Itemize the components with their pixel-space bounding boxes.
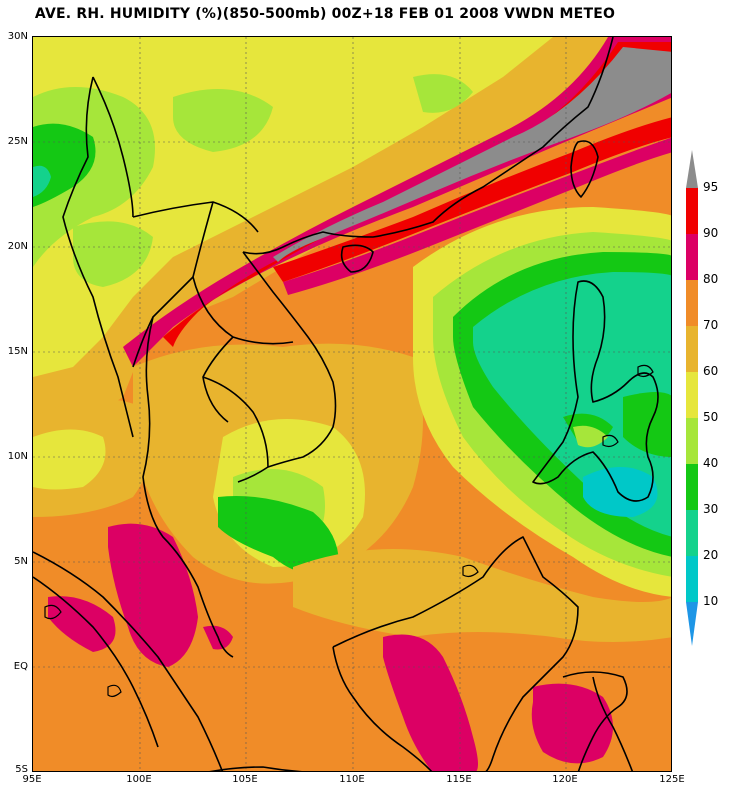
- colorbar-90-95: [686, 188, 698, 234]
- x-tick-100e: 100E: [126, 774, 152, 785]
- colorbar-label-70: 70: [703, 318, 719, 332]
- field-20-30-northwest: [33, 165, 51, 197]
- colorbar-label-80: 80: [703, 272, 719, 286]
- field-80-90-borneo: [383, 634, 478, 771]
- field-80-90-lower: [283, 137, 671, 295]
- colorbar-40-50: [686, 418, 698, 464]
- y-tick-20n: 20N: [7, 241, 28, 252]
- islands: [44, 364, 654, 698]
- y-tick-5s: 5S: [15, 764, 28, 775]
- colorbar-above-95: [686, 150, 698, 188]
- y-tick-30n: 30N: [7, 31, 28, 42]
- field-40-50-yunnan: [173, 89, 273, 152]
- colorbar-label-30: 30: [703, 502, 719, 516]
- field-50-60-north: [33, 37, 553, 377]
- field-80-90-west-sumatra: [48, 596, 116, 652]
- field-40-50-china: [413, 74, 473, 113]
- field-above-95: [273, 47, 671, 262]
- field-30-40-mindanao: [623, 392, 671, 457]
- field-40-50-myanmar: [73, 221, 153, 287]
- x-tick-120e: 120E: [552, 774, 578, 785]
- field-30-40-central: [218, 496, 339, 575]
- colorbar-80-90: [686, 234, 698, 280]
- colorbar-label-50: 50: [703, 410, 719, 424]
- y-tick-25n: 25N: [7, 136, 28, 147]
- map-title: AVE. RH. HUMIDITY (%)(850-500mb) 00Z+18 …: [34, 6, 616, 22]
- colorbar-10-20: [686, 556, 698, 602]
- colorbar-50-60: [686, 372, 698, 418]
- x-tick-110e: 110E: [339, 774, 365, 785]
- y-tick-10n: 10N: [7, 451, 28, 462]
- field-10-20-east: [583, 467, 658, 517]
- x-tick-95e: 95E: [22, 774, 42, 785]
- field-60-70-south: [293, 549, 671, 642]
- colorbar-label-20: 20: [703, 548, 719, 562]
- x-tick-125e: 125E: [659, 774, 685, 785]
- y-tick-5n: 5N: [14, 556, 28, 567]
- x-tick-115e: 115E: [446, 774, 472, 785]
- y-tick-eq: EQ: [13, 661, 28, 672]
- coastlines: [33, 37, 659, 771]
- x-tick-105e: 105E: [232, 774, 258, 785]
- field-80-90-sulawesi: [531, 683, 613, 764]
- field-40-50-visayas: [573, 425, 608, 448]
- humidity-map: [32, 36, 672, 772]
- colorbar-30-40: [686, 464, 698, 510]
- humidity-field: [33, 37, 671, 771]
- y-tick-15n: 15N: [7, 346, 28, 357]
- colorbar: [686, 150, 698, 646]
- colorbar-60-70: [686, 326, 698, 372]
- colorbar-below-10: [686, 602, 698, 646]
- colorbar-label-95: 95: [703, 180, 719, 194]
- field-80-90-sumatra: [108, 523, 198, 667]
- field-50-60-west: [33, 429, 106, 490]
- colorbar-label-60: 60: [703, 364, 719, 378]
- colorbar-label-90: 90: [703, 226, 719, 240]
- colorbar-label-40: 40: [703, 456, 719, 470]
- colorbar-70-80: [686, 280, 698, 326]
- field-30-40-northwest: [33, 123, 96, 207]
- grid-lines: [33, 37, 671, 771]
- colorbar-label-10: 10: [703, 594, 719, 608]
- colorbar-20-30: [686, 510, 698, 556]
